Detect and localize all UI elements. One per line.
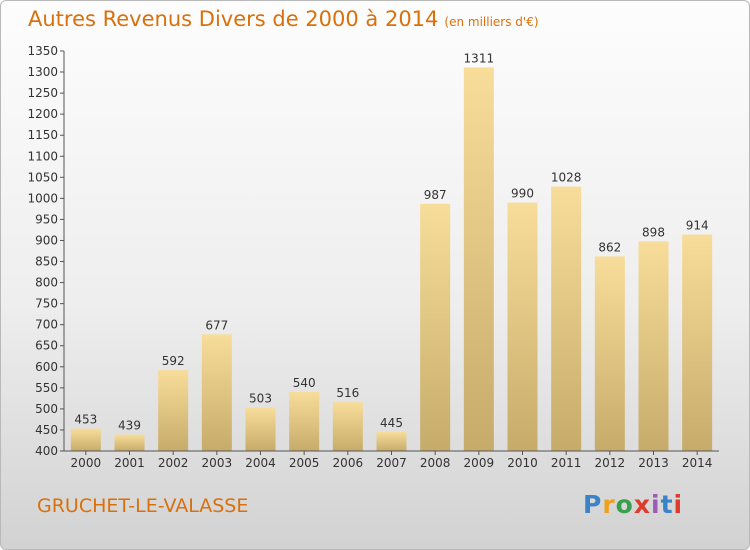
brand-letter: x bbox=[633, 490, 651, 519]
bar-value-label: 445 bbox=[380, 416, 403, 430]
y-tick-label: 1050 bbox=[27, 170, 58, 184]
bar bbox=[289, 392, 320, 451]
y-tick-label: 900 bbox=[35, 233, 58, 247]
location-name: GRUCHET-LE-VALASSE bbox=[37, 495, 249, 517]
y-tick-label: 600 bbox=[35, 360, 58, 374]
x-tick-label: 2009 bbox=[464, 456, 495, 470]
bar-value-label: 914 bbox=[686, 219, 709, 233]
chart-title: Autres Revenus Divers de 2000 à 2014 (en … bbox=[28, 7, 539, 31]
y-tick-label: 500 bbox=[35, 402, 58, 416]
y-tick-label: 1300 bbox=[27, 65, 58, 79]
title-text: Autres Revenus Divers de 2000 à 2014 bbox=[28, 7, 439, 31]
bar bbox=[551, 186, 582, 451]
x-tick-label: 2002 bbox=[158, 456, 189, 470]
y-tick-label: 1000 bbox=[27, 191, 58, 205]
x-tick-label: 2011 bbox=[551, 456, 582, 470]
title-unit: (en milliers d'€) bbox=[444, 15, 539, 29]
brand-letter: i bbox=[673, 490, 684, 519]
bar bbox=[376, 432, 407, 451]
bar-value-label: 592 bbox=[162, 354, 185, 368]
bar bbox=[114, 434, 145, 451]
x-tick-label: 2007 bbox=[376, 456, 407, 470]
bar-value-label: 453 bbox=[74, 413, 97, 427]
y-tick-label: 650 bbox=[35, 339, 58, 353]
y-tick-label: 400 bbox=[35, 444, 58, 458]
y-tick-label: 950 bbox=[35, 212, 58, 226]
bar-value-label: 990 bbox=[511, 187, 534, 201]
brand-letter: r bbox=[602, 490, 616, 519]
brand-letter: i bbox=[651, 490, 661, 519]
y-tick-label: 700 bbox=[35, 318, 58, 332]
y-tick-label: 1250 bbox=[27, 86, 58, 100]
x-tick-label: 2014 bbox=[682, 456, 713, 470]
y-tick-label: 550 bbox=[35, 381, 58, 395]
bar-value-label: 516 bbox=[336, 386, 359, 400]
bar bbox=[245, 407, 276, 451]
x-tick-label: 2001 bbox=[114, 456, 145, 470]
x-tick-label: 2006 bbox=[333, 456, 364, 470]
bar bbox=[638, 241, 669, 451]
x-tick-label: 2010 bbox=[507, 456, 538, 470]
y-tick-label: 850 bbox=[35, 255, 58, 269]
y-tick-label: 1200 bbox=[27, 107, 58, 121]
bar-value-label: 862 bbox=[598, 240, 621, 254]
bar-value-label: 503 bbox=[249, 392, 272, 406]
bar-value-label: 898 bbox=[642, 225, 665, 239]
brand-letter: t bbox=[660, 490, 674, 519]
bar bbox=[420, 203, 451, 451]
x-tick-label: 2008 bbox=[420, 456, 451, 470]
bar-value-label: 1311 bbox=[464, 51, 495, 65]
x-tick-label: 2004 bbox=[245, 456, 276, 470]
brand-logo: Proxiti bbox=[583, 490, 683, 519]
bar bbox=[332, 402, 363, 451]
bar bbox=[682, 234, 713, 451]
bar bbox=[594, 256, 625, 451]
brand-letter: P bbox=[583, 490, 603, 519]
x-tick-label: 2013 bbox=[638, 456, 669, 470]
y-axis: 400 450 500 550 600 650 700 750 800 850 900 950 1000… bbox=[27, 44, 65, 458]
bar-value-label: 987 bbox=[424, 188, 447, 202]
bar bbox=[201, 334, 232, 451]
bar bbox=[507, 202, 538, 451]
x-tick-label: 2000 bbox=[71, 456, 102, 470]
x-tick-label: 2003 bbox=[202, 456, 233, 470]
bar-value-label: 540 bbox=[293, 376, 316, 390]
y-tick-label: 750 bbox=[35, 297, 58, 311]
x-axis: 2000 2001 2002 2003 2004 2005 2006 2007 2008 2009… bbox=[64, 450, 719, 470]
x-tick-label: 2012 bbox=[595, 456, 626, 470]
y-tick-label: 450 bbox=[35, 423, 58, 437]
bar-value-label: 1028 bbox=[551, 171, 582, 185]
y-tick-label: 1350 bbox=[27, 44, 58, 58]
brand-letter: o bbox=[615, 490, 634, 519]
bar bbox=[158, 370, 189, 451]
y-tick-label: 800 bbox=[35, 276, 58, 290]
bar bbox=[463, 67, 494, 451]
bar bbox=[70, 428, 101, 451]
y-tick-label: 1100 bbox=[27, 149, 58, 163]
x-tick-label: 2005 bbox=[289, 456, 320, 470]
bars: 453 439 592 677 503 540 516 445 987 1311 990 1028 86… bbox=[70, 51, 713, 451]
bar-value-label: 439 bbox=[118, 419, 141, 433]
y-tick-label: 1150 bbox=[27, 128, 58, 142]
bar-value-label: 677 bbox=[205, 318, 228, 332]
